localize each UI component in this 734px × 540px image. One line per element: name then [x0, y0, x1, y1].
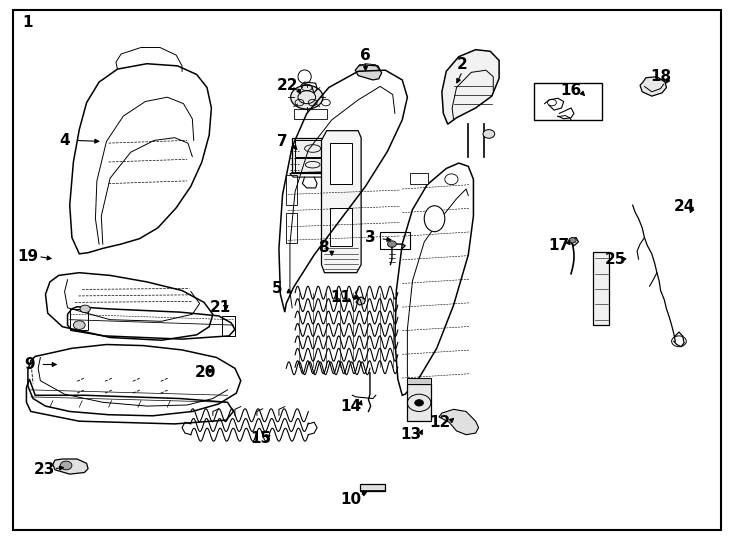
Bar — [534, 83, 602, 120]
Circle shape — [73, 321, 85, 329]
Polygon shape — [321, 131, 361, 273]
Bar — [407, 378, 431, 384]
Circle shape — [60, 461, 72, 470]
Text: 23: 23 — [33, 462, 55, 477]
Text: 24: 24 — [673, 199, 695, 214]
Bar — [70, 309, 88, 330]
Text: 21: 21 — [210, 300, 230, 315]
Text: 11: 11 — [330, 289, 351, 305]
Text: 7: 7 — [277, 134, 287, 149]
Bar — [593, 252, 609, 325]
Polygon shape — [640, 77, 666, 96]
Polygon shape — [439, 409, 479, 435]
Text: 14: 14 — [341, 399, 361, 414]
Ellipse shape — [424, 206, 445, 232]
Bar — [330, 208, 352, 246]
Bar — [294, 109, 327, 119]
Polygon shape — [53, 459, 88, 474]
Text: 1: 1 — [23, 15, 33, 30]
Bar — [295, 140, 330, 157]
Polygon shape — [355, 65, 382, 80]
Text: 19: 19 — [18, 249, 38, 264]
Bar — [380, 232, 410, 249]
Bar — [360, 484, 385, 491]
Bar — [410, 173, 428, 184]
Text: 22: 22 — [277, 78, 299, 93]
Text: 12: 12 — [430, 415, 451, 430]
Text: 13: 13 — [401, 427, 421, 442]
Bar — [286, 213, 297, 243]
Text: 20: 20 — [195, 365, 217, 380]
Text: 16: 16 — [561, 83, 581, 98]
Text: 9: 9 — [24, 357, 34, 372]
Text: 8: 8 — [318, 240, 328, 255]
Text: 17: 17 — [549, 238, 570, 253]
Bar — [407, 384, 431, 421]
Bar — [222, 316, 235, 336]
Text: 5: 5 — [272, 281, 282, 296]
Polygon shape — [356, 297, 366, 305]
Text: 15: 15 — [251, 431, 272, 446]
Circle shape — [388, 241, 396, 247]
Text: 2: 2 — [457, 57, 468, 72]
Circle shape — [569, 238, 576, 243]
Text: 25: 25 — [604, 252, 626, 267]
Text: 6: 6 — [360, 48, 371, 63]
Bar — [286, 176, 297, 205]
Ellipse shape — [445, 174, 458, 185]
Text: 3: 3 — [366, 230, 376, 245]
Polygon shape — [442, 50, 499, 124]
Text: 10: 10 — [341, 492, 361, 507]
Circle shape — [415, 400, 424, 406]
Bar — [330, 143, 352, 184]
Circle shape — [80, 305, 90, 313]
Circle shape — [483, 130, 495, 138]
Bar — [295, 158, 330, 172]
Text: 18: 18 — [650, 69, 671, 84]
Circle shape — [291, 85, 323, 109]
Bar — [292, 138, 333, 173]
Text: 4: 4 — [59, 133, 70, 148]
